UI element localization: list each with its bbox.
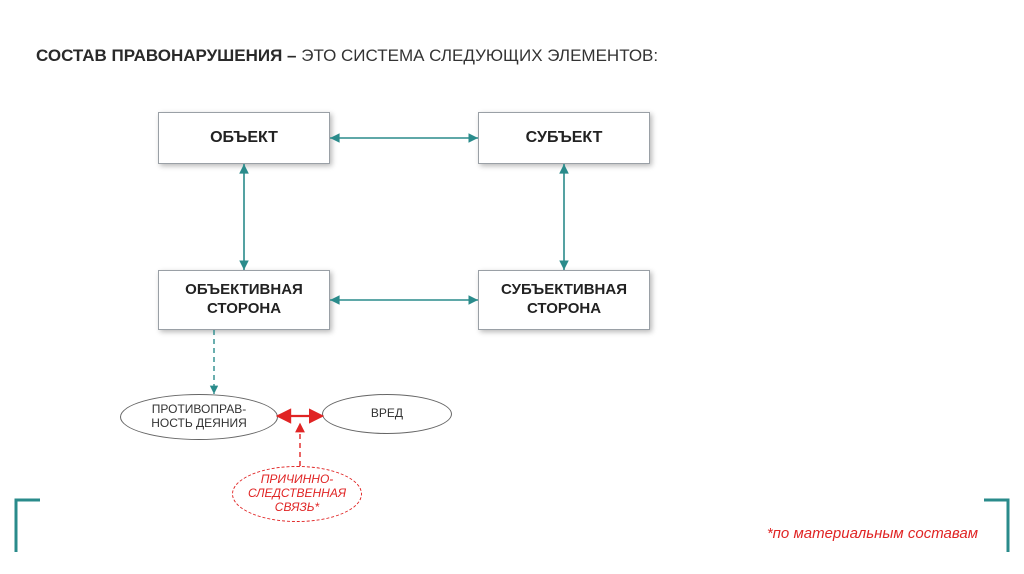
node-object: ОБЪЕКТ <box>158 112 330 164</box>
node-causal-link: ПРИЧИННО- СЛЕДСТВЕННАЯ СВЯЗЬ* <box>232 466 362 522</box>
title-rest: ЭТО СИСТЕМА СЛЕДУЮЩИХ ЭЛЕМЕНТОВ: <box>297 46 659 65</box>
diagram-page: { "title": { "bold": "СОСТАВ ПРАВОНАРУШЕ… <box>0 0 1024 574</box>
page-title: СОСТАВ ПРАВОНАРУШЕНИЯ – ЭТО СИСТЕМА СЛЕД… <box>36 46 658 66</box>
bracket-right-icon <box>982 498 1012 554</box>
node-subjective-side: СУБЪЕКТИВНАЯ СТОРОНА <box>478 270 650 330</box>
node-illegality: ПРОТИВОПРАВ- НОСТЬ ДЕЯНИЯ <box>120 394 278 440</box>
bracket-left-icon <box>12 498 42 554</box>
node-objective-side: ОБЪЕКТИВНАЯ СТОРОНА <box>158 270 330 330</box>
node-harm: ВРЕД <box>322 394 452 434</box>
title-bold: СОСТАВ ПРАВОНАРУШЕНИЯ – <box>36 46 297 65</box>
footnote: *по материальным составам <box>767 525 978 542</box>
node-subject: СУБЪЕКТ <box>478 112 650 164</box>
